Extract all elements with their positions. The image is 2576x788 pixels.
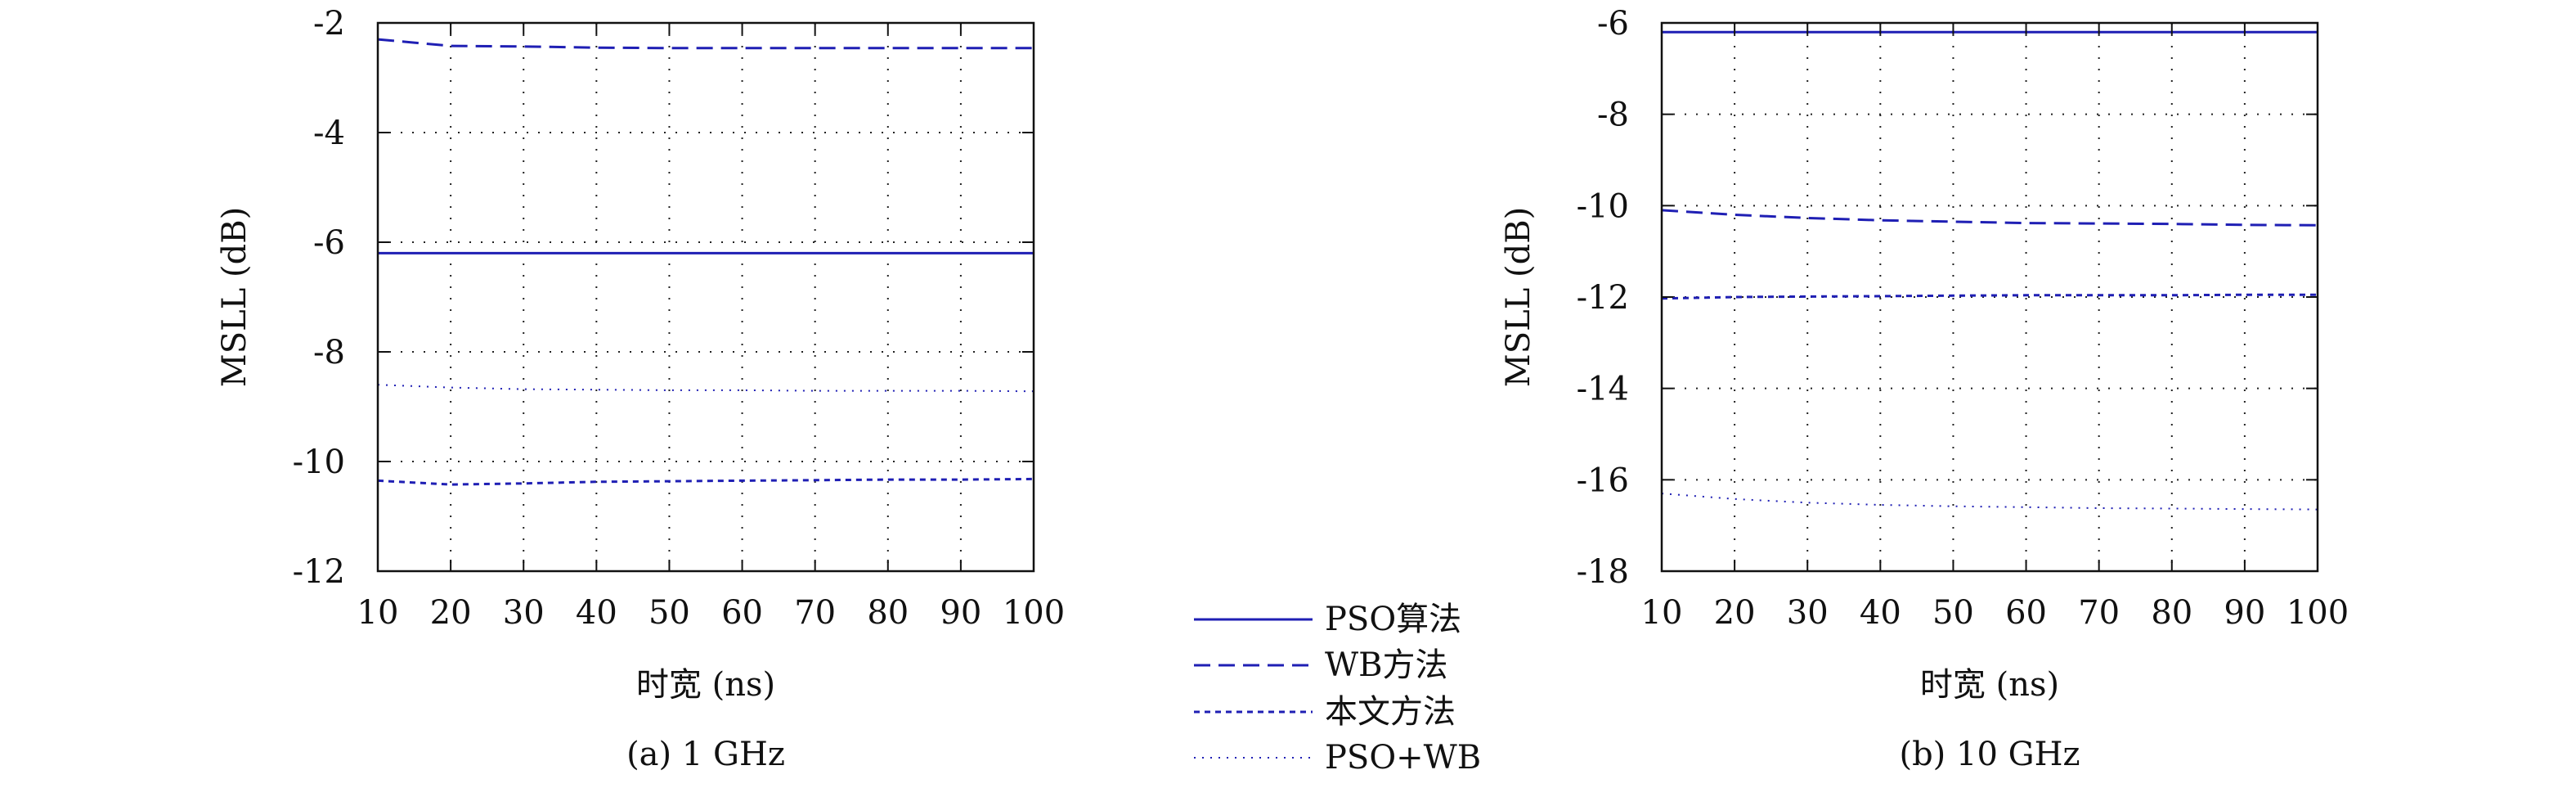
x-tick-label: 80 [2151,594,2192,632]
legend-label-pso-wb: PSO+WB [1325,739,1481,777]
x-tick-label: 50 [1932,594,1974,632]
x-axis-label: 时宽 (ns) [1920,666,2059,704]
x-tick-label: 100 [2287,594,2349,632]
x-tick-label: 40 [576,594,617,632]
x-tick-label: 20 [430,594,472,632]
x-tick-label: 70 [794,594,836,632]
chart-panel-1ghz: 10 20 30 40 50 60 70 80 90 100 -12 -10 -8 -6 -4 -2 MSLL… [216,5,1065,773]
y-tick-label: -18 [1577,553,1629,591]
axis-ticks: 10 20 30 40 50 60 70 80 90 100 -18 -16 -14 -12 -10 -8 -6 [1577,5,2349,632]
y-tick-label: -6 [313,224,345,262]
x-tick-label: 30 [503,594,545,632]
x-tick-label: 60 [721,594,763,632]
y-tick-label: -6 [1597,5,1629,43]
legend-label-proposed: 本文方法 [1325,693,1456,731]
legend-label-wb: WB方法 [1325,646,1448,684]
grid-lines [378,23,1034,571]
x-tick-label: 10 [357,594,399,632]
series-lines [377,38,1034,486]
legend-label-pso: PSO算法 [1325,601,1461,638]
y-tick-label: -12 [1577,279,1629,317]
panel-caption: (b) 10 GHz [1899,736,2080,773]
x-axis-label: 时宽 (ns) [636,666,775,704]
chart-panel-10ghz: 10 20 30 40 50 60 70 80 90 100 -18 -16 -14 -12 -10 -8 -6… [1500,5,2349,773]
x-tick-label: 10 [1641,594,1683,632]
y-tick-label: -14 [1577,371,1629,408]
plot-frame [376,21,1035,573]
y-axis-label: MSLL (dB) [216,207,254,387]
y-tick-label: -12 [293,553,345,591]
x-tick-label: 100 [1003,594,1065,632]
legend-entry-pso: PSO算法 [1194,601,1461,638]
x-tick-label: 70 [2078,594,2120,632]
x-tick-label: 50 [648,594,690,632]
y-tick-label: -2 [313,5,345,43]
series-line-pso-wb [377,384,1034,393]
x-tick-label: 90 [2224,594,2265,632]
legend-entry-pso-wb: PSO+WB [1194,739,1481,777]
axis-ticks: 10 20 30 40 50 60 70 80 90 100 -12 -10 -8 -6 -4 -2 [293,5,1066,632]
y-tick-label: -4 [313,115,345,152]
y-axis-label: MSLL (dB) [1500,207,1537,387]
y-tick-label: -10 [293,444,345,481]
x-tick-label: 90 [940,594,981,632]
y-tick-label: -16 [1577,462,1629,499]
legend-entry-proposed: 本文方法 [1194,693,1456,731]
series-line-proposed [1661,293,2318,300]
panel-caption: (a) 1 GHz [626,736,785,773]
series-line-pso-wb [1661,493,2318,511]
x-tick-label: 80 [867,594,909,632]
series-line-wb [1661,209,2318,227]
x-tick-label: 60 [2005,594,2047,632]
x-tick-label: 30 [1787,594,1829,632]
series-line-proposed [377,477,1034,486]
series-line-wb [377,38,1034,50]
series-lines [1661,30,2318,511]
legend: PSO算法 WB方法 本文方法 PSO+WB [1194,601,1481,777]
legend-entry-wb: WB方法 [1194,646,1448,684]
y-tick-label: -8 [313,334,345,371]
y-tick-label: -10 [1577,187,1629,225]
x-tick-label: 40 [1860,594,1901,632]
x-tick-label: 20 [1714,594,1756,632]
y-tick-label: -8 [1597,97,1629,134]
